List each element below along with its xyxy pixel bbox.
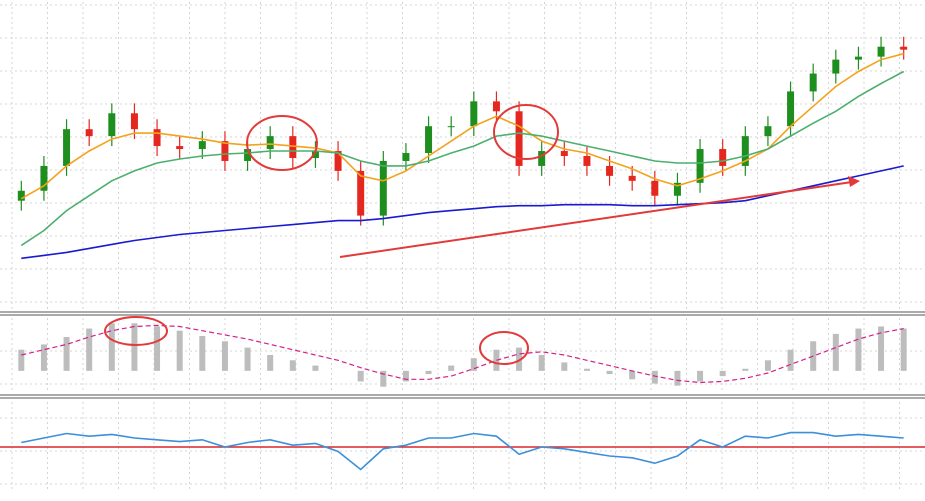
histogram-bar xyxy=(697,370,704,382)
histogram-bar xyxy=(402,370,409,382)
histogram-bar xyxy=(561,362,568,371)
candle-body xyxy=(560,151,568,156)
candle-body xyxy=(85,129,93,137)
candle-body xyxy=(425,126,433,154)
histogram-bar xyxy=(312,365,319,371)
candle-body xyxy=(696,149,704,183)
arrow-head xyxy=(848,176,860,187)
candle-body xyxy=(832,59,840,74)
series-line xyxy=(20,52,904,200)
trend-arrow xyxy=(339,181,853,258)
histogram-bar xyxy=(289,360,296,371)
histogram-bar xyxy=(86,328,93,371)
candle-body xyxy=(176,146,184,150)
candle-body xyxy=(900,46,908,50)
histogram-bar xyxy=(154,326,161,371)
candle-body xyxy=(515,111,523,166)
marks xyxy=(0,36,925,471)
grid xyxy=(0,2,925,492)
candle-body xyxy=(130,113,138,130)
histogram-bar xyxy=(606,370,613,375)
highlight-circle xyxy=(246,115,318,171)
highlight-circle xyxy=(493,104,559,160)
candle-body xyxy=(244,149,252,161)
histogram-bar xyxy=(244,347,251,371)
histogram-bar xyxy=(18,349,25,371)
histogram-bar xyxy=(900,328,907,371)
histogram-bar xyxy=(425,370,432,375)
histogram-bar xyxy=(516,347,523,371)
candle-body xyxy=(538,151,546,166)
histogram-bar xyxy=(40,344,47,371)
candle-body xyxy=(470,101,478,127)
candle-body xyxy=(266,136,274,150)
histogram-bar xyxy=(538,355,545,371)
candle-body xyxy=(606,165,614,176)
candle-body xyxy=(221,141,229,161)
histogram-bar xyxy=(855,328,862,371)
candle-body xyxy=(741,136,749,166)
candle-body xyxy=(311,151,319,158)
histogram-bar xyxy=(470,358,477,371)
histogram-bar xyxy=(267,355,274,371)
candle-body xyxy=(402,153,410,161)
series-line xyxy=(21,431,904,471)
histogram-bar xyxy=(764,360,771,371)
highlight-circle xyxy=(104,316,168,346)
candle-body xyxy=(17,190,25,201)
histogram-bar xyxy=(787,349,794,371)
candle-body xyxy=(447,126,455,128)
highlight-circle xyxy=(479,331,529,365)
histogram-bar xyxy=(742,368,749,371)
candle-body xyxy=(379,160,387,216)
histogram-bar xyxy=(63,337,70,371)
candle-body xyxy=(764,126,772,137)
candle-body xyxy=(628,175,636,181)
histogram-bar xyxy=(176,330,183,371)
candle-body xyxy=(40,165,48,191)
candle-body xyxy=(877,46,885,57)
histogram-bar xyxy=(583,368,590,371)
histogram-bar xyxy=(878,326,885,371)
candle-body xyxy=(357,170,365,216)
series-line xyxy=(21,165,904,260)
histogram-bar xyxy=(832,333,839,371)
histogram-bar xyxy=(719,370,726,377)
histogram-bar xyxy=(131,323,138,371)
histogram-bar xyxy=(221,341,228,371)
candle-body xyxy=(492,101,500,112)
series-line xyxy=(21,324,904,384)
histogram-bar xyxy=(108,323,115,371)
histogram-bar xyxy=(629,370,636,380)
histogram-bar xyxy=(651,370,658,384)
candle-body xyxy=(854,56,862,60)
series-line xyxy=(20,70,905,247)
candle-body xyxy=(63,129,71,166)
candle-body xyxy=(108,113,116,137)
histogram-bar xyxy=(380,370,387,387)
histogram-bar xyxy=(199,335,206,371)
histogram-bar xyxy=(448,365,455,371)
candle-body xyxy=(651,180,659,196)
candle-body xyxy=(673,182,681,196)
candle-body xyxy=(809,73,817,92)
annotations xyxy=(104,104,860,365)
candle-body xyxy=(787,91,795,127)
histogram-bar xyxy=(357,370,364,382)
candle-body xyxy=(198,141,206,150)
histogram-bar xyxy=(674,370,681,386)
candle-body xyxy=(153,129,161,147)
candle-body xyxy=(334,151,342,171)
candle-body xyxy=(289,136,297,158)
candle-body xyxy=(583,156,591,166)
candle-body xyxy=(719,149,727,166)
